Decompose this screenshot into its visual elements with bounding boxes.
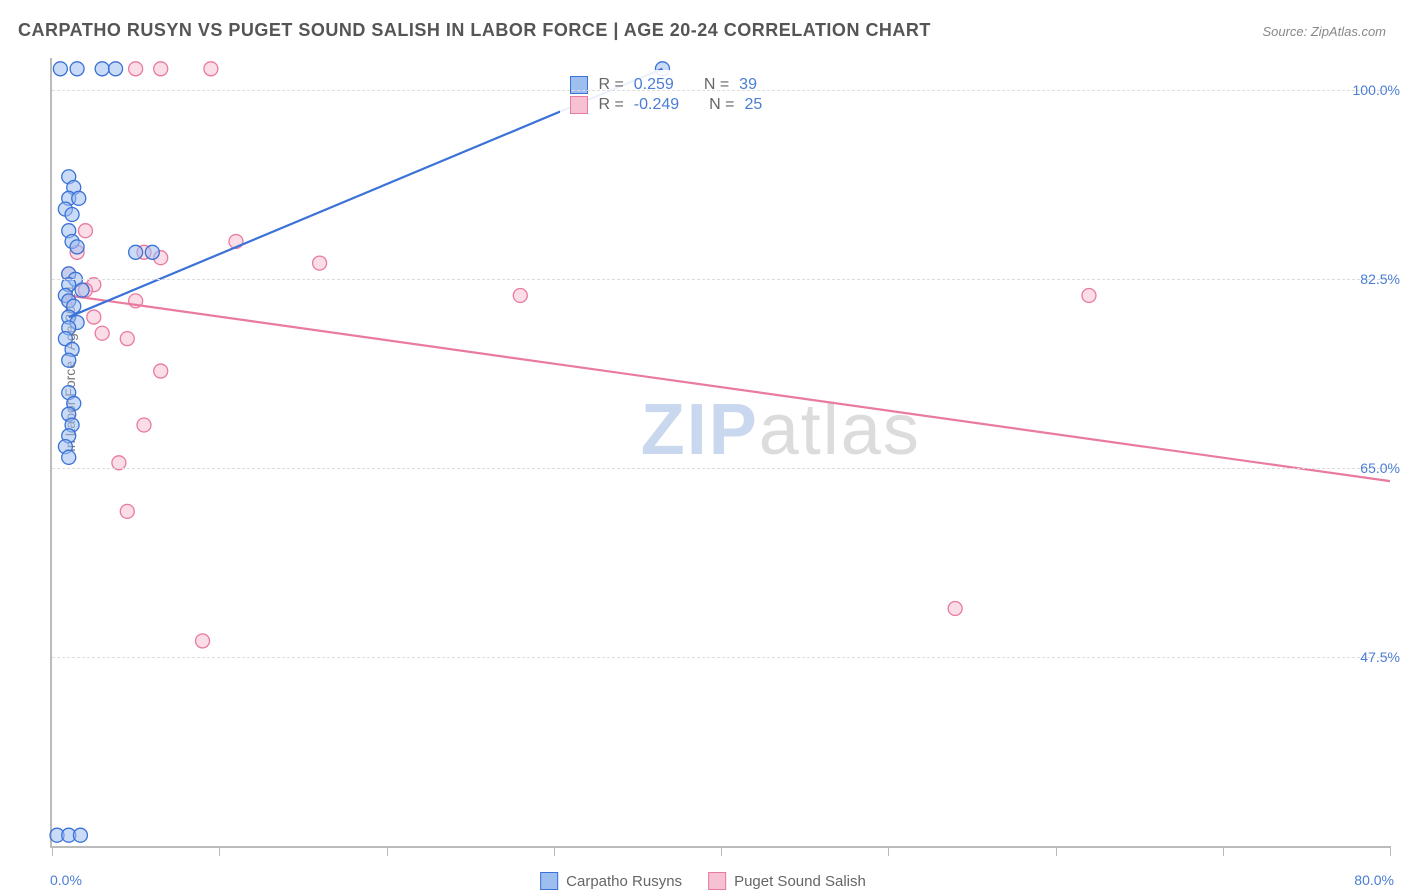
x-axis-max-label: 80.0% (1354, 872, 1394, 888)
plot-area: In Labor Force | Age 20-24 ZIPatlas R = … (50, 58, 1390, 848)
y-tick-label: 65.0% (1360, 460, 1400, 476)
y-tick-label: 82.5% (1360, 271, 1400, 287)
chart-title: CARPATHO RUSYN VS PUGET SOUND SALISH IN … (18, 20, 931, 41)
y-tick-label: 100.0% (1353, 82, 1400, 98)
y-tick-label: 47.5% (1360, 649, 1400, 665)
stats-n-value-2: 25 (745, 96, 763, 114)
legend-item-1: Carpatho Rusyns (540, 872, 682, 890)
chart-svg (52, 58, 1390, 846)
legend-swatch-2 (708, 872, 726, 890)
stats-r-label-2: R = (598, 96, 623, 114)
stats-row-series2: R = -0.249 N = 25 (570, 96, 762, 114)
legend-label-1: Carpatho Rusyns (566, 873, 682, 890)
legend: Carpatho Rusyns Puget Sound Salish (540, 872, 866, 890)
legend-item-2: Puget Sound Salish (708, 872, 866, 890)
stats-n-label-2: N = (709, 96, 734, 114)
source-attribution: Source: ZipAtlas.com (1262, 24, 1386, 39)
stats-box: R = 0.259 N = 39 R = -0.249 N = 25 (560, 70, 772, 120)
stats-r-value-2: -0.249 (634, 96, 679, 114)
legend-label-2: Puget Sound Salish (734, 873, 866, 890)
x-axis-min-label: 0.0% (50, 872, 82, 888)
stats-swatch-2 (570, 96, 588, 114)
legend-swatch-1 (540, 872, 558, 890)
